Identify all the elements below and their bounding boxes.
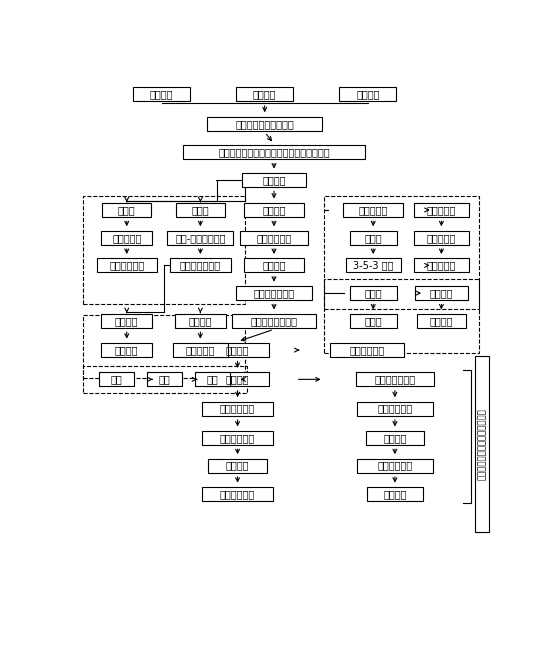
FancyBboxPatch shape	[339, 87, 396, 101]
FancyBboxPatch shape	[357, 459, 433, 473]
Text: 施工时防护: 施工时防护	[427, 260, 456, 271]
Text: 水泥单浆液: 水泥单浆液	[112, 233, 142, 243]
FancyBboxPatch shape	[232, 314, 316, 328]
Text: 小导管: 小导管	[118, 205, 136, 215]
FancyBboxPatch shape	[206, 343, 270, 357]
FancyBboxPatch shape	[236, 286, 312, 300]
Text: 穿木枕: 穿木枕	[365, 233, 382, 243]
FancyBboxPatch shape	[344, 203, 403, 217]
Text: 地表注浆加固: 地表注浆加固	[256, 233, 292, 243]
FancyBboxPatch shape	[176, 203, 225, 217]
FancyBboxPatch shape	[350, 314, 396, 328]
Text: 初喷: 初喷	[111, 375, 122, 384]
FancyBboxPatch shape	[414, 258, 469, 273]
FancyBboxPatch shape	[345, 258, 401, 273]
FancyBboxPatch shape	[170, 258, 231, 273]
FancyBboxPatch shape	[182, 145, 366, 159]
FancyBboxPatch shape	[101, 343, 152, 357]
Text: 仰拱开挖支护: 仰拱开挖支护	[220, 433, 255, 443]
FancyBboxPatch shape	[366, 431, 424, 445]
Text: 监控量测、信息反馈、应用检验: 监控量测、信息反馈、应用检验	[478, 408, 487, 480]
Text: 恢复线路: 恢复线路	[383, 433, 407, 443]
Text: 立架: 立架	[159, 375, 171, 384]
FancyBboxPatch shape	[102, 203, 151, 217]
Text: 剩余拱墙衬砌: 剩余拱墙衬砌	[377, 461, 412, 470]
Text: 上纵工字钢: 上纵工字钢	[427, 233, 456, 243]
FancyBboxPatch shape	[99, 372, 135, 386]
FancyBboxPatch shape	[203, 487, 273, 501]
Text: 资料调研: 资料调研	[150, 89, 173, 99]
FancyBboxPatch shape	[367, 487, 423, 501]
Text: 管幕施工: 管幕施工	[262, 260, 285, 271]
FancyBboxPatch shape	[417, 314, 466, 328]
FancyBboxPatch shape	[356, 372, 434, 386]
Text: 钻孔桩施工: 钻孔桩施工	[358, 205, 388, 215]
Text: 锚杆加固: 锚杆加固	[430, 288, 453, 298]
Text: 隧洞支护: 隧洞支护	[226, 375, 249, 384]
Text: 复喷: 复喷	[207, 375, 219, 384]
Text: 理论分析: 理论分析	[253, 89, 277, 99]
FancyBboxPatch shape	[414, 203, 469, 217]
Text: 边墙外注浆加固: 边墙外注浆加固	[180, 260, 221, 271]
FancyBboxPatch shape	[350, 286, 396, 300]
FancyBboxPatch shape	[236, 87, 293, 101]
FancyBboxPatch shape	[167, 231, 233, 245]
Text: 架设临时支撑: 架设临时支撑	[220, 404, 255, 413]
Text: 竣工验收: 竣工验收	[383, 489, 407, 499]
FancyBboxPatch shape	[97, 258, 156, 273]
Text: 钻孔桩: 钻孔桩	[365, 288, 382, 298]
Text: 施工准备: 施工准备	[262, 175, 285, 185]
FancyBboxPatch shape	[147, 372, 182, 386]
FancyBboxPatch shape	[330, 343, 404, 357]
FancyBboxPatch shape	[203, 431, 273, 445]
Text: 横穿工字钢: 横穿工字钢	[427, 205, 456, 215]
Text: 3-5-3 扣轨: 3-5-3 扣轨	[353, 260, 394, 271]
Text: 水泥-水玻璃双浆液: 水泥-水玻璃双浆液	[175, 233, 226, 243]
Text: 选择合理的施工方案、辅助措施及施工参数: 选择合理的施工方案、辅助措施及施工参数	[218, 147, 330, 157]
Text: 确定地表沉降控制标准: 确定地表沉降控制标准	[236, 119, 294, 129]
Text: 线路加固: 线路加固	[262, 205, 285, 215]
Text: 拆除临时支撑: 拆除临时支撑	[220, 489, 255, 499]
FancyBboxPatch shape	[475, 356, 490, 532]
FancyBboxPatch shape	[242, 173, 306, 187]
Text: 填注细石砼: 填注细石砼	[186, 345, 215, 355]
FancyBboxPatch shape	[101, 231, 152, 245]
Text: 路基注浆加固: 路基注浆加固	[109, 260, 144, 271]
Text: 环框梁: 环框梁	[365, 316, 382, 326]
FancyBboxPatch shape	[195, 372, 231, 386]
FancyBboxPatch shape	[101, 314, 152, 328]
Text: 数值试验: 数值试验	[356, 89, 379, 99]
Text: 二重管: 二重管	[192, 205, 209, 215]
Text: 边墙及掌子面加固: 边墙及掌子面加固	[250, 316, 298, 326]
FancyBboxPatch shape	[240, 231, 307, 245]
FancyBboxPatch shape	[415, 286, 468, 300]
Text: 铁路下拱墙衬砌: 铁路下拱墙衬砌	[374, 375, 416, 384]
FancyBboxPatch shape	[175, 314, 226, 328]
Text: 夯入钢管: 夯入钢管	[115, 345, 138, 355]
FancyBboxPatch shape	[208, 459, 267, 473]
Text: 导轨铺设: 导轨铺设	[115, 316, 138, 326]
Text: 螺旋出土: 螺旋出土	[189, 316, 212, 326]
Text: 四台阶法开挖: 四台阶法开挖	[349, 345, 385, 355]
Text: 拆除线路加固: 拆除线路加固	[377, 404, 412, 413]
FancyBboxPatch shape	[414, 231, 469, 245]
FancyBboxPatch shape	[244, 203, 304, 217]
FancyBboxPatch shape	[208, 117, 322, 130]
Text: 隧洞开挖: 隧洞开挖	[226, 345, 249, 355]
Text: 洞门及进洞施工: 洞门及进洞施工	[254, 288, 295, 298]
FancyBboxPatch shape	[357, 402, 433, 415]
FancyBboxPatch shape	[173, 343, 228, 357]
Text: 进洞施工: 进洞施工	[430, 316, 453, 326]
FancyBboxPatch shape	[206, 372, 270, 386]
Text: 底板衬砌: 底板衬砌	[226, 461, 249, 470]
FancyBboxPatch shape	[350, 231, 396, 245]
FancyBboxPatch shape	[203, 402, 273, 415]
FancyBboxPatch shape	[244, 258, 304, 273]
FancyBboxPatch shape	[133, 87, 191, 101]
